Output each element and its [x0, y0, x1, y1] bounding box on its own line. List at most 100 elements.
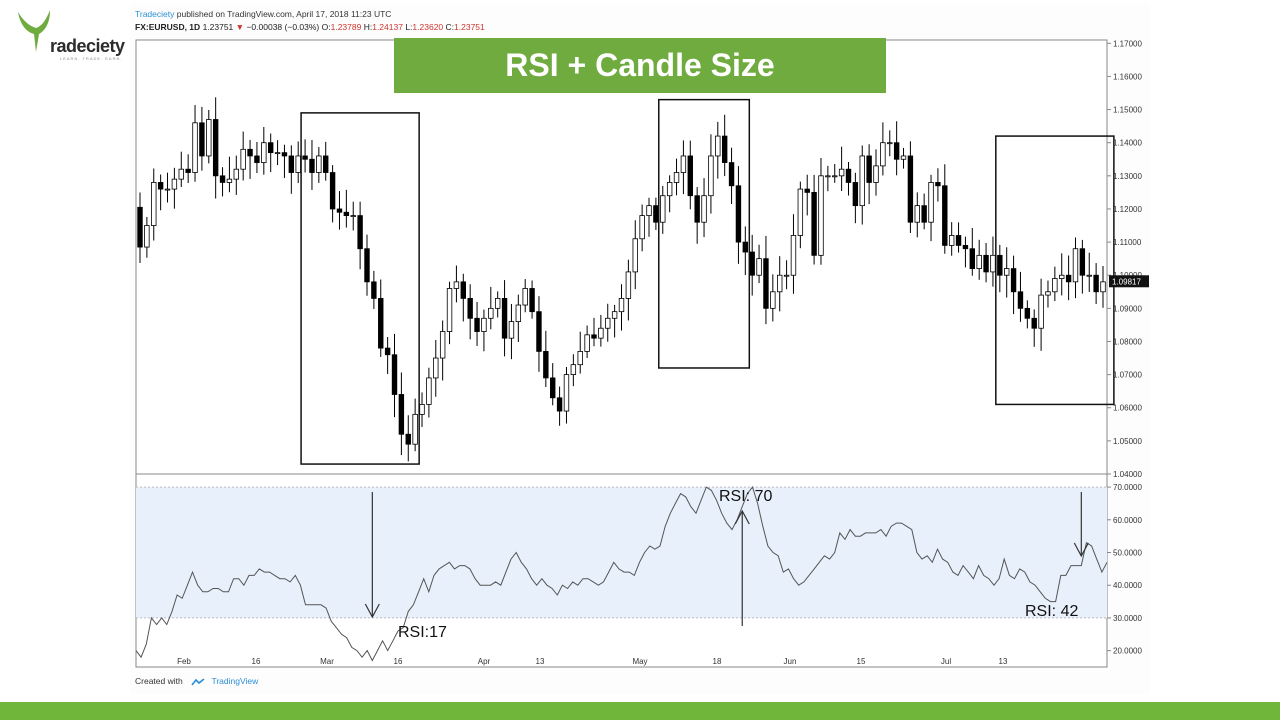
candle-body — [281, 152, 288, 157]
candle-body — [900, 155, 907, 160]
x-tick-label: Apr — [478, 657, 491, 666]
candle-body — [1086, 274, 1092, 277]
candle-body — [1045, 291, 1051, 296]
price-tick-label: 1.09000 — [1113, 304, 1142, 313]
bull-horns-icon — [18, 10, 50, 52]
candle-body — [735, 185, 742, 243]
candle-body — [556, 397, 563, 412]
candle-body — [832, 175, 838, 178]
highlight-box — [658, 98, 751, 369]
candle-body — [680, 155, 687, 173]
candle-body — [329, 172, 336, 210]
x-tick-label: 16 — [394, 657, 403, 666]
created-with-text: Created with — [135, 676, 183, 686]
close-label: C: — [445, 22, 455, 32]
candle-body — [983, 254, 989, 273]
price-tick-label: 1.08000 — [1113, 337, 1142, 346]
candle-body — [742, 241, 749, 253]
candle-body — [990, 254, 996, 273]
candle-body — [164, 188, 171, 191]
logo-text: radeciety — [50, 36, 125, 56]
candle-body — [618, 298, 625, 313]
candle-body — [811, 191, 817, 256]
last-price: 1.23751 — [202, 22, 234, 32]
rsi-tick-label: 70.0000 — [1113, 483, 1142, 492]
x-tick-label: Feb — [177, 657, 191, 666]
candle-body — [639, 215, 645, 240]
publisher-link[interactable]: Tradeciety — [135, 9, 175, 19]
candle-body — [481, 317, 487, 332]
candle-body — [219, 175, 226, 183]
candle-body — [543, 351, 549, 379]
down-arrow-icon: ▼ — [235, 22, 245, 32]
rsi-annotation-label: RSI: 42 — [1025, 603, 1078, 620]
candle-body — [721, 135, 728, 163]
candle-body — [247, 148, 253, 157]
candle-body — [942, 185, 948, 246]
candle-body — [955, 235, 962, 246]
price-change: −0.00038 (−0.03%) — [246, 22, 320, 32]
open-label: O: — [321, 22, 331, 32]
candle-body — [151, 182, 157, 226]
candle-body — [845, 168, 852, 183]
candle-body — [866, 155, 872, 183]
candle-body — [563, 374, 570, 412]
candle-body — [474, 317, 480, 332]
candle-body — [378, 298, 384, 349]
candle-body — [598, 327, 604, 339]
candle-body — [1100, 281, 1106, 293]
price-tick-label: 1.17000 — [1113, 39, 1142, 48]
chart-publish-info: Tradeciety published on TradingView.com,… — [135, 9, 391, 19]
publish-date: published on TradingView.com, April 17, … — [176, 9, 392, 19]
candle-body — [928, 182, 934, 223]
annotation-arrow-head — [1073, 542, 1089, 558]
tradeciety-logo: radeciety LEARN. TRADE. EARN. — [14, 8, 125, 61]
rsi-tick-label: 40.0000 — [1113, 581, 1142, 590]
price-tick-label: 1.07000 — [1113, 371, 1142, 380]
candle-body — [515, 304, 522, 323]
candle-body — [501, 298, 508, 339]
candle-body — [838, 168, 845, 177]
price-tick-label: 1.14000 — [1113, 139, 1142, 148]
candle-body — [1010, 268, 1017, 293]
rsi-annotation-label: RSI: 70 — [719, 488, 772, 505]
candle-body — [907, 155, 914, 223]
candle-body — [962, 245, 969, 250]
candle-body — [1093, 274, 1099, 293]
candle-body — [715, 135, 721, 157]
tradingview-link[interactable]: TradingView — [211, 676, 259, 686]
candle-body — [1059, 274, 1065, 279]
candle-body — [728, 162, 735, 187]
candle-body — [694, 195, 700, 223]
candle-body — [859, 155, 865, 207]
candle-body — [336, 208, 343, 213]
candle-body — [625, 271, 632, 299]
candle-body — [611, 311, 618, 319]
candle-body — [288, 155, 295, 173]
bottom-accent-bar — [0, 702, 1280, 720]
price-tick-label: 1.15000 — [1113, 106, 1142, 115]
candle-body — [790, 235, 797, 276]
candle-body — [171, 178, 178, 190]
candle-body — [323, 155, 329, 173]
candle-body — [632, 238, 638, 273]
candle-body — [309, 158, 315, 173]
candle-body — [522, 288, 528, 306]
price-tick-label: 1.04000 — [1113, 470, 1142, 479]
price-tick-label: 1.06000 — [1113, 404, 1142, 413]
annotation-arrow-head — [364, 603, 380, 619]
candle-body — [453, 281, 460, 289]
candle-body — [660, 195, 666, 223]
candle-body — [240, 148, 246, 170]
rsi-tick-label: 50.0000 — [1113, 549, 1142, 558]
close-value: 1.23751 — [454, 22, 485, 32]
highlight-box — [995, 135, 1115, 406]
candle-body — [825, 175, 831, 178]
x-tick-label: May — [632, 657, 647, 666]
created-with-footer: Created with TradingView — [135, 676, 258, 686]
symbol-ohlc-line: FX:EURUSD, 1D 1.23751 ▼ −0.00038 (−0.03%… — [135, 22, 485, 32]
candle-body — [584, 334, 590, 352]
candle-body — [914, 205, 920, 223]
candle-body — [488, 307, 494, 319]
x-tick-label: Jul — [941, 657, 951, 666]
